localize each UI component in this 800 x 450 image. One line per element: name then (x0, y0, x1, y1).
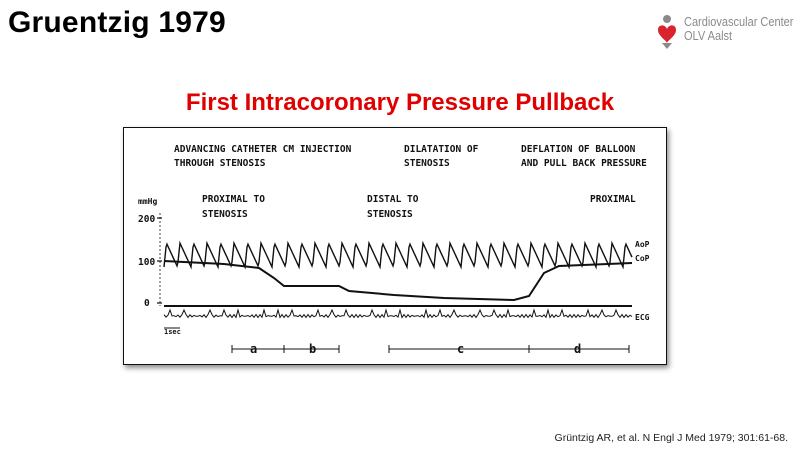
aop-trace (163, 240, 633, 270)
logo-line-1: Cardiovascular Center (684, 15, 794, 29)
pressure-tracing-svg: ADVANCING CATHETER CM INJECTION THROUGH … (138, 144, 650, 356)
tick-100: 100 (138, 257, 155, 268)
pressure-tracing-figure: ADVANCING CATHETER CM INJECTION THROUGH … (123, 127, 667, 365)
citation: Grüntzig AR, et al. N Engl J Med 1979; 3… (554, 432, 788, 444)
header-right-line-2: AND PULL BACK PRESSURE (521, 158, 647, 169)
heart-logo-icon (658, 15, 676, 49)
logo-line-2: OLV Aalst (684, 29, 733, 43)
logo-text: Cardiovascular Center OLV Aalst (684, 15, 793, 43)
trace-label-cop: CoP (635, 254, 650, 263)
unit-label: mmHg (138, 197, 157, 206)
label-distal-2: STENOSIS (367, 209, 413, 220)
tick-0: 0 (144, 298, 150, 309)
label-distal-1: DISTAL TO (367, 194, 419, 205)
ecg-trace (163, 308, 633, 319)
header-mid-line-1: DILATATION OF (404, 144, 479, 155)
header-left-line-2: THROUGH STENOSIS (174, 158, 266, 169)
label-proximal-1: PROXIMAL TO (202, 194, 265, 205)
cop-trace (163, 260, 633, 302)
header-mid-line-2: STENOSIS (404, 158, 450, 169)
slide-subtitle: First Intracoronary Pressure Pullback (185, 89, 615, 116)
time-scale-label: 1sec (164, 328, 181, 336)
logo: Cardiovascular Center OLV Aalst (656, 14, 796, 50)
label-proximal-2: STENOSIS (202, 209, 248, 220)
header-right-line-1: DEFLATION OF BALLOON (521, 144, 636, 155)
label-proximal-end: PROXIMAL (590, 194, 636, 205)
trace-label-aop: AoP (635, 240, 650, 249)
header-left-line-1: ADVANCING CATHETER CM INJECTION (174, 144, 352, 155)
trace-label-ecg: ECG (635, 313, 650, 322)
tick-200: 200 (138, 214, 155, 225)
slide-title: Gruentzig 1979 (8, 6, 226, 39)
